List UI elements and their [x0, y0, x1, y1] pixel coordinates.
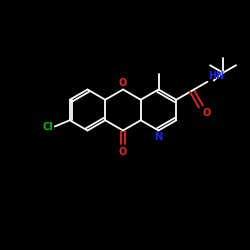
Text: O: O [119, 147, 127, 157]
Text: HN: HN [208, 71, 224, 81]
Text: O: O [119, 78, 127, 88]
Text: O: O [202, 108, 210, 118]
Text: N: N [154, 132, 162, 142]
Text: Cl: Cl [43, 122, 54, 132]
